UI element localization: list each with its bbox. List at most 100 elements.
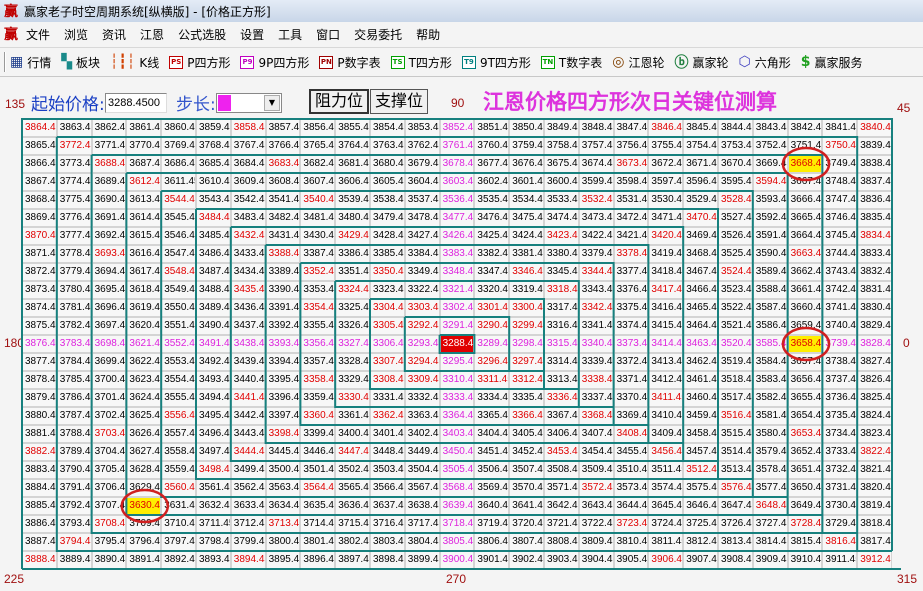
grid-cell[interactable]: 3843.45 — [752, 119, 788, 137]
grid-cell[interactable]: 3624.45 — [126, 389, 162, 407]
grid-cell[interactable]: 3390.45 — [265, 281, 301, 299]
grid-cell[interactable]: 3807.45 — [509, 533, 544, 551]
grid-cell[interactable]: 3576.45 — [718, 479, 753, 497]
grid-cell[interactable]: 3451.45 — [474, 443, 510, 461]
grid-cell[interactable]: 3778.45 — [56, 245, 92, 263]
grid-cell[interactable]: 3529.45 — [683, 191, 718, 209]
grid-cell[interactable]: 3469.45 — [683, 227, 718, 245]
grid-cell[interactable]: 3893.45 — [196, 551, 231, 569]
grid-cell[interactable]: 3730.45 — [822, 497, 858, 515]
grid-cell[interactable]: 3446.45 — [300, 443, 336, 461]
grid-cell[interactable]: 3871.45 — [22, 245, 57, 263]
grid-cell[interactable]: 3873.45 — [22, 281, 57, 299]
grid-cell[interactable]: 3606.45 — [335, 173, 370, 191]
grid-cell[interactable]: 3702.45 — [91, 407, 127, 425]
grid-cell[interactable]: 3879.45 — [22, 389, 57, 407]
grid-cell[interactable]: 3557.45 — [161, 425, 196, 443]
grid-cell[interactable]: 3345.45 — [544, 263, 579, 281]
grid-cell[interactable]: 3296.45 — [474, 353, 510, 371]
grid-cell[interactable]: 3364.45 — [439, 407, 475, 425]
grid-cell[interactable]: 3392.45 — [265, 317, 301, 335]
grid-cell[interactable]: 3780.45 — [56, 281, 92, 299]
grid-cell[interactable]: 3686.45 — [161, 155, 196, 173]
grid-cell[interactable]: 3858.45 — [230, 119, 266, 137]
toolbar-button-ps[interactable]: PS P四方形 — [169, 54, 230, 71]
grid-cell[interactable]: 3388.45 — [265, 245, 301, 263]
grid-cell[interactable]: 3616.45 — [126, 245, 162, 263]
grid-cell[interactable]: 3608.45 — [265, 173, 301, 191]
grid-cell[interactable]: 3427.45 — [404, 227, 440, 245]
grid-cell[interactable]: 3362.45 — [370, 407, 405, 425]
grid-cell[interactable]: 3869.45 — [22, 209, 57, 227]
grid-cell[interactable]: 3802.45 — [335, 533, 370, 551]
grid-cell[interactable]: 3490.45 — [196, 317, 231, 335]
grid-cell[interactable]: 3456.45 — [648, 443, 684, 461]
grid-cell[interactable]: 3393.45 — [265, 335, 301, 353]
grid-cell[interactable]: 3409.45 — [648, 425, 684, 443]
toolbar-button-hexagon[interactable]: ⬡ 六角形 — [739, 54, 791, 71]
grid-cell[interactable]: 3322.45 — [404, 281, 440, 299]
grid-cell[interactable]: 3333.45 — [439, 389, 475, 407]
grid-cell[interactable]: 3489.45 — [196, 299, 231, 317]
grid-cell[interactable]: 3411.45 — [648, 389, 684, 407]
grid-cell[interactable]: 3591.45 — [752, 227, 788, 245]
grid-cell[interactable]: 3761.45 — [439, 137, 475, 155]
grid-cell[interactable]: 3848.45 — [578, 119, 614, 137]
grid-cell[interactable]: 3513.45 — [718, 461, 753, 479]
grid-cell[interactable]: 3413.45 — [648, 353, 684, 371]
menu-settings[interactable]: 设置 — [240, 27, 265, 42]
grid-cell[interactable]: 3833.45 — [857, 245, 892, 263]
grid-cell[interactable]: 3781.45 — [56, 299, 92, 317]
grid-cell[interactable]: 3670.45 — [718, 155, 753, 173]
grid-cell[interactable]: 3527.45 — [718, 209, 753, 227]
grid-cell[interactable]: 3786.45 — [56, 389, 92, 407]
grid-cell[interactable]: 3328.45 — [335, 353, 370, 371]
grid-cell[interactable]: 3747.45 — [822, 191, 858, 209]
grid-cell[interactable]: 3474.45 — [544, 209, 579, 227]
grid-cell[interactable]: 3754.45 — [683, 137, 718, 155]
grid-cell[interactable]: 3325.45 — [335, 299, 370, 317]
grid-cell[interactable]: 3827.45 — [857, 353, 892, 371]
grid-cell[interactable]: 3725.45 — [683, 515, 718, 533]
grid-cell[interactable]: 3299.45 — [509, 317, 544, 335]
grid-cell[interactable]: 3742.45 — [822, 281, 858, 299]
grid-cell[interactable]: 3384.45 — [404, 245, 440, 263]
grid-cell[interactable]: 3350.45 — [370, 263, 405, 281]
grid-cell[interactable]: 3755.45 — [648, 137, 684, 155]
grid-cell[interactable]: 3882.45 — [22, 443, 57, 461]
grid-cell[interactable]: 3607.45 — [300, 173, 336, 191]
grid-cell[interactable]: 3902.45 — [509, 551, 544, 569]
grid-cell[interactable]: 3448.45 — [370, 443, 405, 461]
grid-cell[interactable]: 3297.45 — [509, 353, 544, 371]
grid-cell[interactable]: 3652.45 — [787, 443, 823, 461]
grid-cell[interactable]: 3859.45 — [196, 119, 231, 137]
grid-cell[interactable]: 3500.45 — [265, 461, 301, 479]
grid-cell[interactable]: 3809.45 — [578, 533, 614, 551]
grid-cell[interactable]: 3746.45 — [822, 209, 858, 227]
grid-cell[interactable]: 3791.45 — [56, 479, 92, 497]
grid-cell[interactable]: 3341.45 — [578, 317, 614, 335]
grid-cell[interactable]: 3436.45 — [230, 299, 266, 317]
grid-cell[interactable]: 3540.45 — [300, 191, 336, 209]
grid-cell[interactable]: 3424.45 — [509, 227, 544, 245]
grid-cell[interactable]: 3464.45 — [683, 317, 718, 335]
grid-cell[interactable]: 3847.45 — [613, 119, 649, 137]
grid-cell[interactable]: 3462.45 — [683, 353, 718, 371]
grid-cell[interactable]: 3539.45 — [335, 191, 370, 209]
grid-cell[interactable]: 3433.45 — [230, 245, 266, 263]
grid-cell[interactable]: 3732.45 — [822, 461, 858, 479]
grid-cell[interactable]: 3428.45 — [370, 227, 405, 245]
grid-cell[interactable]: 3703.45 — [91, 425, 127, 443]
grid-cell[interactable]: 3491.45 — [196, 335, 231, 353]
grid-cell[interactable]: 3881.45 — [22, 425, 57, 443]
grid-cell[interactable]: 3370.45 — [613, 389, 649, 407]
grid-cell[interactable]: 3295.45 — [439, 353, 475, 371]
grid-cell[interactable]: 3642.45 — [544, 497, 579, 515]
toolbar-button-p9[interactable]: P9 9P四方形 — [240, 54, 309, 71]
grid-cell[interactable]: 3479.45 — [370, 209, 405, 227]
grid-cell[interactable]: 3636.45 — [335, 497, 370, 515]
grid-cell[interactable]: 3461.45 — [683, 371, 718, 389]
grid-cell[interactable]: 3536.45 — [439, 191, 475, 209]
menu-help[interactable]: 帮助 — [416, 27, 441, 42]
grid-cell[interactable]: 3318.45 — [544, 281, 579, 299]
